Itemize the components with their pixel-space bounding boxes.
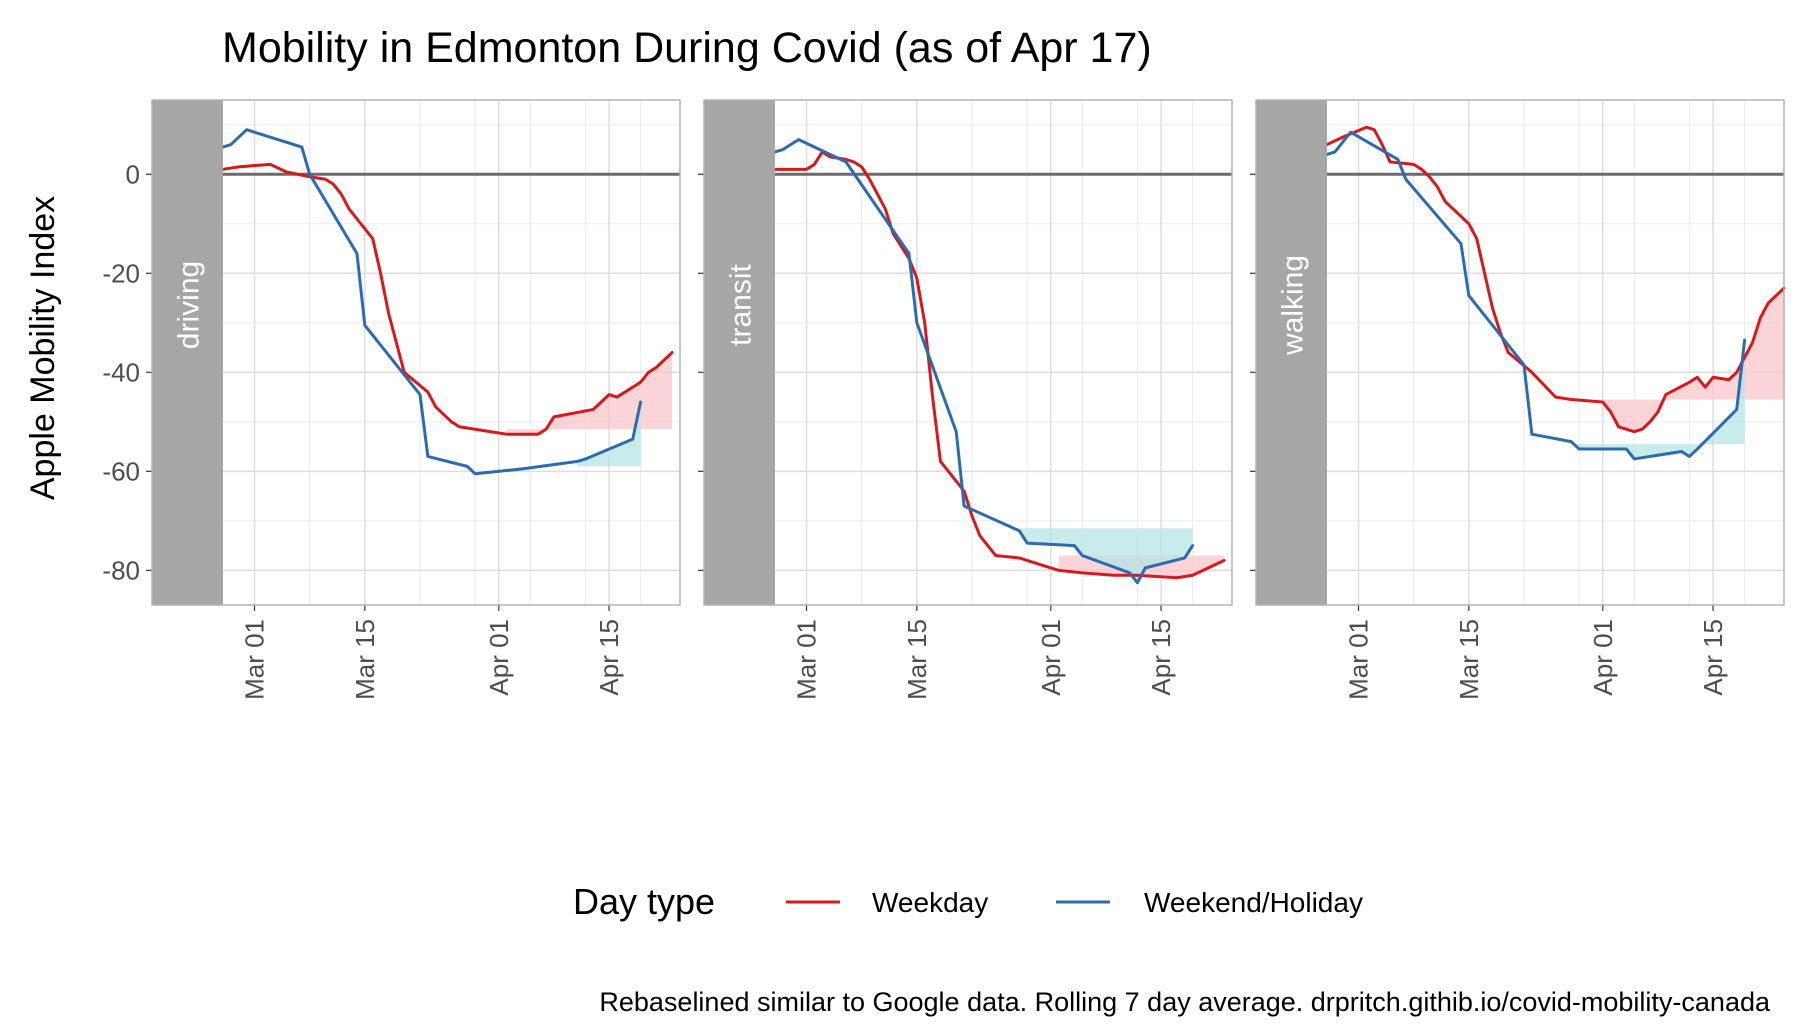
panel-border: [1255, 99, 1785, 606]
x-tick-label: Apr 01: [484, 619, 514, 696]
legend-label-weekend: Weekend/Holiday: [1144, 887, 1363, 918]
y-tick-label: -20: [102, 258, 140, 288]
panel-border: [151, 99, 681, 606]
facet-walking: Mar 01 Mar 15 Apr 01 Apr 15 walking: [1250, 99, 1786, 700]
series-line-weekend: [221, 128, 643, 476]
x-tick-label: Mar 15: [350, 619, 380, 700]
y-tick-label: -60: [102, 456, 140, 486]
facet-strip: [1256, 100, 1327, 605]
series-line-weekday: [221, 162, 674, 436]
y-tick-label: -80: [102, 555, 140, 585]
facet-panels: 0 -20 -40 -60 -80 Mar 01 Mar 15 Apr 01 Apr 15 dri…: [102, 99, 1786, 700]
x-tick-label: Apr 15: [1146, 619, 1176, 696]
weekend-change-band: [1571, 340, 1745, 459]
series-line-weekday: [1325, 125, 1786, 434]
facet-strip-label: driving: [173, 261, 206, 349]
panel-border: [703, 99, 1233, 606]
legend: Day type Weekday Weekend/Holiday: [573, 881, 1363, 922]
weekend-change-band: [1019, 528, 1193, 583]
y-tick-label: -40: [102, 357, 140, 387]
x-tick-label: Mar 01: [1344, 619, 1374, 700]
x-tick-label: Mar 01: [792, 619, 822, 700]
weekday-change-band: [506, 352, 673, 435]
x-tick-label: Apr 01: [1588, 619, 1618, 696]
weekend-change-band: [577, 402, 641, 467]
facet-strip-label: transit: [725, 263, 758, 345]
facet-driving: Mar 01 Mar 15 Apr 01 Apr 15 driving: [146, 99, 681, 700]
series-line-weekend: [1325, 130, 1747, 461]
x-tick-label: Apr 15: [1698, 619, 1728, 696]
x-tick-label: Apr 01: [1036, 619, 1066, 696]
x-tick-label: Mar 01: [240, 619, 270, 700]
legend-label-weekday: Weekday: [872, 887, 988, 918]
facet-strip-label: walking: [1277, 255, 1310, 356]
x-tick-label: Mar 15: [902, 619, 932, 700]
legend-title: Day type: [573, 881, 715, 922]
chart-title: Mobility in Edmonton During Covid (as of…: [222, 24, 1152, 72]
facet-strip: [152, 100, 223, 605]
caption: Rebaselined similar to Google data. Roll…: [599, 987, 1771, 1017]
y-axis-label: Apple Mobility Index: [24, 196, 62, 500]
x-tick-label: Apr 15: [594, 619, 624, 696]
series-line-weekend: [773, 138, 1195, 585]
x-tick-label: Mar 15: [1454, 619, 1484, 700]
facet-transit: Mar 01 Mar 15 Apr 01 Apr 15 transit: [698, 99, 1233, 700]
facet-strip: [704, 100, 775, 605]
y-tick-label: 0: [126, 159, 140, 189]
